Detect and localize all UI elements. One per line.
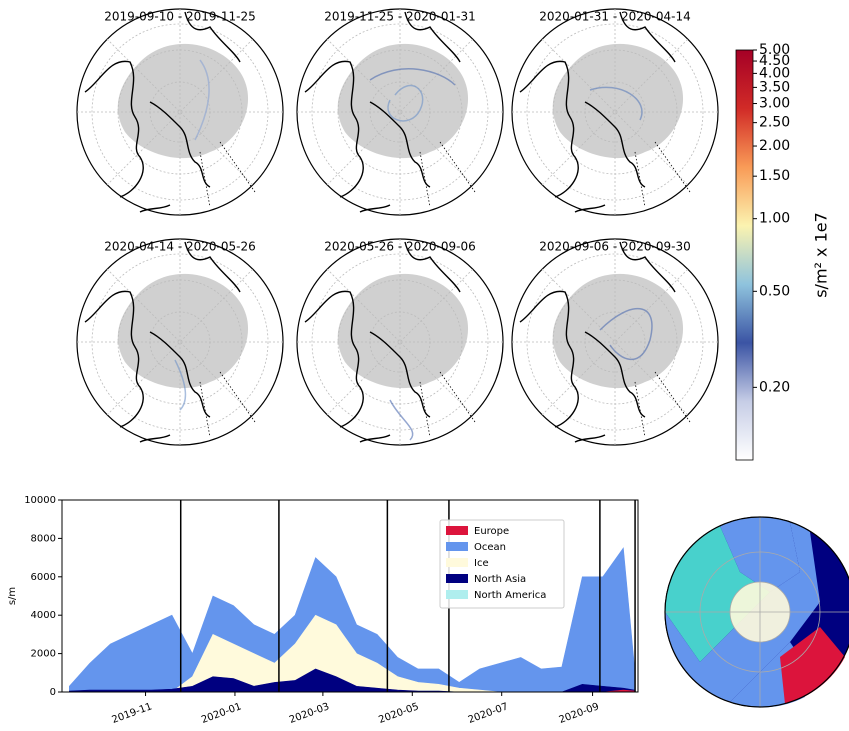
- track: [194, 59, 210, 141]
- x-tick-label: 2020-09: [558, 701, 601, 726]
- track: [387, 84, 424, 122]
- map-panel: [76, 238, 284, 446]
- legend-label: Europe: [474, 526, 509, 537]
- legend-swatch: [446, 574, 468, 583]
- x-tick-label: 2020-01: [200, 701, 243, 726]
- track: [599, 307, 653, 361]
- maps: [76, 8, 719, 446]
- legend-label: North Asia: [474, 574, 526, 585]
- colorbar-tick-label: 1.00: [759, 211, 790, 227]
- map-panel: [296, 8, 504, 216]
- colorbar-tick-label: 2.50: [759, 115, 790, 131]
- legend-label: North America: [474, 590, 546, 601]
- map-title: 2020-04-14 - 2020-05-26: [104, 240, 255, 254]
- map-panel: [511, 238, 719, 446]
- y-tick-label: 2000: [31, 649, 56, 660]
- colorbar-tick-label: 0.50: [759, 283, 790, 299]
- legend-swatch: [446, 526, 468, 535]
- colorbar-label: s/m² x 1e7: [812, 212, 831, 298]
- colorbar-tick-label: 4.00: [759, 65, 790, 81]
- legend-swatch: [446, 558, 468, 567]
- y-tick-label: 0: [50, 687, 56, 698]
- x-tick-label: 2020-05: [377, 701, 420, 726]
- map-panel: [76, 8, 284, 216]
- colorbar-tick-label: 0.20: [759, 379, 790, 395]
- colorbar-tick-label: 4.50: [759, 53, 790, 69]
- map-title: 2019-09-10 - 2019-11-25: [104, 10, 255, 24]
- track: [389, 399, 414, 441]
- colorbar-tick-label: 5.00: [759, 42, 790, 58]
- map-title: 2020-09-06 - 2020-09-30: [539, 240, 690, 254]
- legend-label: Ice: [474, 558, 489, 569]
- track: [589, 86, 643, 121]
- colorbar-tick-label: 3.50: [759, 79, 790, 95]
- map-title: 2020-05-26 - 2020-09-06: [324, 240, 475, 254]
- legend-swatch: [446, 542, 468, 551]
- x-tick-label: 2020-03: [288, 701, 331, 726]
- legend-swatch: [446, 590, 468, 599]
- colorbar-tick-label: 1.50: [759, 168, 790, 184]
- colorbar-tick-label: 2.00: [759, 138, 790, 154]
- legend-box: [439, 519, 565, 609]
- y-tick-label: 6000: [31, 572, 56, 583]
- y-tick-label: 4000: [31, 610, 56, 621]
- x-tick-label: 2020-07: [467, 701, 510, 726]
- y-tick-label: 10000: [24, 495, 56, 506]
- map-title: 2020-01-31 - 2020-04-14: [539, 10, 690, 24]
- legend-label: Ocean: [474, 542, 506, 553]
- plot-frame: [61, 499, 639, 693]
- track: [369, 68, 456, 86]
- region-map: [664, 516, 849, 708]
- y-axis-label: s/m: [7, 587, 18, 605]
- map-panel: [511, 8, 719, 216]
- y-tick-label: 8000: [31, 533, 56, 544]
- map-title: 2019-11-25 - 2020-01-31: [324, 10, 475, 24]
- colorbar-tick-label: 3.00: [759, 96, 790, 112]
- x-tick-label: 2019-11: [111, 701, 154, 726]
- colorbar: [735, 49, 754, 461]
- track: [174, 359, 187, 411]
- tracks: [174, 59, 653, 441]
